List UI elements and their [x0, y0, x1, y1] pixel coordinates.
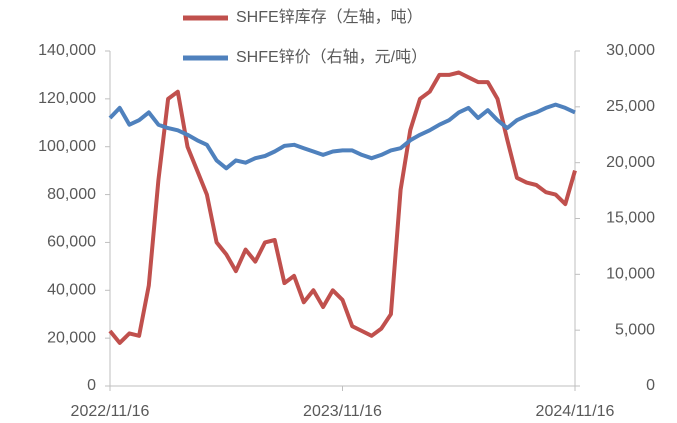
y-tick-label: 120,000 — [38, 90, 96, 107]
legend-label: SHFE锌库存（左轴，吨） — [236, 8, 423, 26]
y2-tick-label: 30,000 — [606, 42, 655, 59]
legend-label: SHFE锌价（右轴，元/吨） — [236, 48, 427, 66]
x-tick-label: 2024/11/16 — [536, 403, 615, 420]
y2-tick-label: 10,000 — [606, 266, 655, 283]
y2-tick-label: 20,000 — [606, 154, 655, 171]
y-tick-label: 0 — [87, 377, 96, 394]
y2-tick-label: 15,000 — [606, 210, 655, 227]
x-tick-label: 2023/11/16 — [303, 403, 382, 420]
y-tick-label: 100,000 — [38, 138, 96, 155]
y2-tick-label: 25,000 — [606, 98, 655, 115]
y2-tick-label: 0 — [646, 377, 655, 394]
y-tick-label: 20,000 — [47, 329, 96, 346]
y-tick-label: 140,000 — [38, 42, 96, 59]
x-tick-label: 2022/11/16 — [71, 403, 150, 420]
y-tick-label: 40,000 — [47, 282, 96, 299]
series-line — [108, 70, 577, 345]
y-tick-label: 80,000 — [47, 186, 96, 203]
y2-tick-label: 5,000 — [615, 321, 655, 338]
y-tick-label: 60,000 — [47, 234, 96, 251]
series-line — [108, 102, 576, 171]
